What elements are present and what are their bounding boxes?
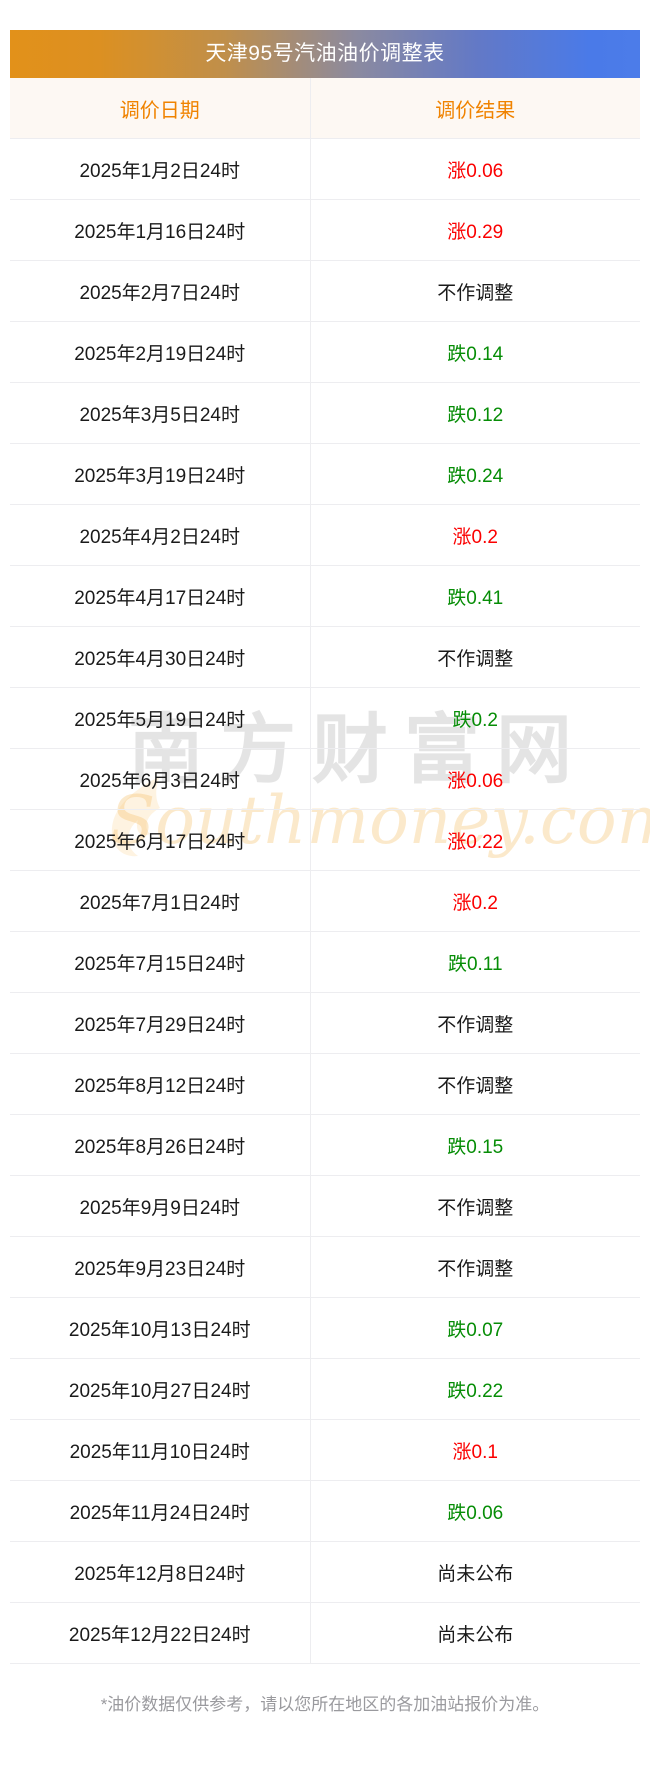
cell-result: 涨0.2 [310,870,640,932]
cell-date: 2025年9月23日24时 [10,1236,311,1298]
cell-result: 涨0.06 [310,138,640,200]
cell-date: 2025年1月2日24时 [10,138,311,200]
cell-date: 2025年4月17日24时 [10,565,311,627]
cell-result: 不作调整 [310,992,640,1054]
cell-date: 2025年5月19日24时 [10,687,311,749]
table-row: 2025年9月23日24时 不作调整 [10,1236,640,1298]
table-row: 2025年1月16日24时 涨0.29 [10,199,640,261]
cell-result: 跌0.12 [310,382,640,444]
cell-date: 2025年7月29日24时 [10,992,311,1054]
table-row: 2025年8月26日24时 跌0.15 [10,1114,640,1176]
table-row: 2025年10月27日24时 跌0.22 [10,1358,640,1420]
table-row: 2025年3月5日24时 跌0.12 [10,382,640,444]
table-row: 2025年12月8日24时 尚未公布 [10,1541,640,1603]
cell-date: 2025年3月19日24时 [10,443,311,505]
cell-date: 2025年10月13日24时 [10,1297,311,1359]
cell-result: 跌0.22 [310,1358,640,1420]
table-header-row: 调价日期 调价结果 [10,78,640,139]
cell-result: 涨0.06 [310,748,640,810]
cell-date: 2025年2月19日24时 [10,321,311,383]
cell-result: 不作调整 [310,1053,640,1115]
cell-result: 涨0.1 [310,1419,640,1481]
table-row: 2025年10月13日24时 跌0.07 [10,1297,640,1359]
cell-result: 跌0.14 [310,321,640,383]
cell-date: 2025年12月22日24时 [10,1602,311,1664]
cell-date: 2025年4月2日24时 [10,504,311,566]
cell-result: 涨0.22 [310,809,640,871]
table-row: 2025年5月19日24时 跌0.2 [10,687,640,749]
cell-date: 2025年8月26日24时 [10,1114,311,1176]
table-row: 2025年3月19日24时 跌0.24 [10,443,640,505]
cell-result: 涨0.2 [310,504,640,566]
cell-result: 尚未公布 [310,1541,640,1603]
table-header: 调价日期 调价结果 [10,78,640,139]
cell-result: 跌0.41 [310,565,640,627]
cell-result: 跌0.24 [310,443,640,505]
cell-result: 跌0.06 [310,1480,640,1542]
cell-result: 涨0.29 [310,199,640,261]
cell-result: 跌0.15 [310,1114,640,1176]
cell-date: 2025年8月12日24时 [10,1053,311,1115]
table-row: 2025年1月2日24时 涨0.06 [10,138,640,200]
cell-date: 2025年1月16日24时 [10,199,311,261]
table-row: 2025年12月22日24时 尚未公布 [10,1602,640,1664]
table-row: 2025年4月2日24时 涨0.2 [10,504,640,566]
table-row: 2025年6月17日24时 涨0.22 [10,809,640,871]
column-header-date: 调价日期 [10,78,311,139]
cell-date: 2025年2月7日24时 [10,260,311,322]
table-row: 2025年11月10日24时 涨0.1 [10,1419,640,1481]
cell-date: 2025年7月15日24时 [10,931,311,993]
cell-date: 2025年6月17日24时 [10,809,311,871]
cell-date: 2025年9月9日24时 [10,1175,311,1237]
column-header-result: 调价结果 [310,78,640,139]
table-row: 2025年7月1日24时 涨0.2 [10,870,640,932]
price-adjustment-table: 调价日期 调价结果 2025年1月2日24时 涨0.06 2025年1月16日24时… [10,78,640,1664]
cell-date: 2025年4月30日24时 [10,626,311,688]
cell-date: 2025年10月27日24时 [10,1358,311,1420]
table-row: 2025年4月30日24时 不作调整 [10,626,640,688]
cell-date: 2025年6月3日24时 [10,748,311,810]
cell-result: 跌0.2 [310,687,640,749]
cell-date: 2025年3月5日24时 [10,382,311,444]
page-title: 天津95号汽油油价调整表 [10,30,640,78]
table-row: 2025年2月7日24时 不作调整 [10,260,640,322]
table-row: 2025年7月15日24时 跌0.11 [10,931,640,993]
cell-result: 不作调整 [310,260,640,322]
table-body: 2025年1月2日24时 涨0.06 2025年1月16日24时 涨0.29 2025年… [10,138,640,1664]
cell-result: 尚未公布 [310,1602,640,1664]
cell-date: 2025年12月8日24时 [10,1541,311,1603]
cell-result: 跌0.11 [310,931,640,993]
cell-result: 不作调整 [310,1175,640,1237]
table-row: 2025年8月12日24时 不作调整 [10,1053,640,1115]
table-row: 2025年4月17日24时 跌0.41 [10,565,640,627]
table-row: 2025年2月19日24时 跌0.14 [10,321,640,383]
cell-date: 2025年11月10日24时 [10,1419,311,1481]
table-row: 2025年11月24日24时 跌0.06 [10,1480,640,1542]
cell-result: 跌0.07 [310,1297,640,1359]
cell-result: 不作调整 [310,1236,640,1298]
table-row: 2025年9月9日24时 不作调整 [10,1175,640,1237]
table-row: 2025年7月29日24时 不作调整 [10,992,640,1054]
table-row: 2025年6月3日24时 涨0.06 [10,748,640,810]
cell-date: 2025年7月1日24时 [10,870,311,932]
disclaimer-note: *油价数据仅供参考，请以您所在地区的各加油站报价为准。 [100,1695,550,1714]
cell-result: 不作调整 [310,626,640,688]
cell-date: 2025年11月24日24时 [10,1480,311,1542]
